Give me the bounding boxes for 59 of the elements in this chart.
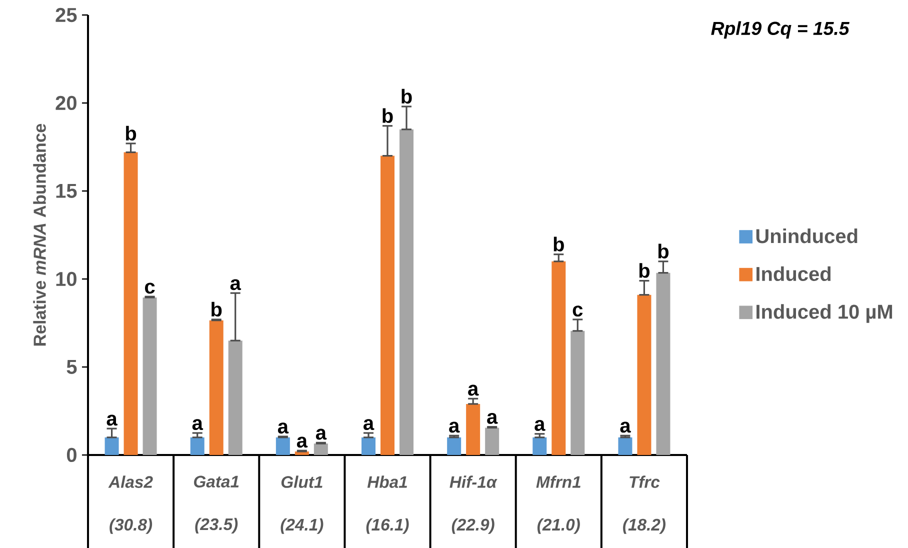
bar	[276, 437, 290, 455]
bar	[190, 437, 204, 455]
y-tick-label: 5	[66, 360, 77, 374]
data-label: a	[316, 428, 327, 440]
data-label: a	[296, 436, 308, 448]
bar	[209, 320, 224, 455]
bar	[380, 156, 395, 455]
y-tick-label: 15	[56, 184, 77, 198]
y-tick-label: 25	[56, 8, 77, 22]
bar	[124, 152, 138, 455]
data-label: a	[278, 422, 289, 434]
data-label: a	[534, 420, 546, 431]
legend-label: Uninduced	[756, 228, 858, 244]
data-label: c	[145, 282, 155, 294]
bar	[485, 428, 500, 455]
data-label: b	[402, 88, 412, 104]
legend-label: Induced	[756, 266, 831, 282]
data-label: a	[364, 419, 374, 430]
category-label: Hba1 (16.1)	[366, 476, 409, 534]
y-tick-label: 20	[56, 96, 76, 110]
bar	[314, 444, 328, 455]
data-label: c	[572, 306, 583, 317]
category-label: Glut1 (24.1)	[280, 476, 324, 534]
bar	[104, 437, 119, 455]
bar	[656, 272, 670, 455]
bar	[552, 261, 566, 455]
data-label: b	[554, 236, 564, 252]
y-tick-label: 0	[66, 448, 76, 462]
bar	[362, 437, 376, 455]
category-label: Gata1 (23.5)	[194, 476, 239, 534]
bar	[637, 294, 652, 455]
bar	[228, 340, 242, 455]
data-label: a	[487, 412, 498, 424]
data-label: a	[468, 384, 479, 396]
bar	[142, 297, 157, 455]
category-label: Mfrn1 (21.0)	[536, 476, 580, 534]
bar	[618, 437, 632, 455]
data-label: a	[449, 422, 460, 433]
y-axis-title: Relative mRNA Abundance	[33, 124, 46, 346]
legend-label: Induced 10 µM	[756, 304, 892, 323]
bar	[532, 437, 547, 455]
data-label: a	[230, 279, 242, 290]
data-label: a	[620, 422, 631, 433]
data-label: b	[639, 263, 650, 278]
bar	[570, 330, 585, 455]
bar	[400, 129, 414, 455]
category-label: Alas2 (30.8)	[108, 476, 153, 534]
bar	[447, 437, 462, 455]
data-label: a	[106, 414, 118, 426]
category-label: Hif-1α (22.9)	[450, 476, 498, 534]
bar	[466, 404, 480, 455]
data-label: b	[658, 244, 669, 258]
y-tick-label: 10	[56, 272, 76, 286]
data-label: a	[192, 419, 204, 430]
data-label: b	[126, 126, 136, 141]
text: Rpl19 Cq = 15.5	[711, 21, 850, 39]
data-label: b	[382, 108, 393, 123]
category-label: Tfrc (18.2)	[623, 476, 666, 534]
data-label: b	[212, 302, 222, 317]
